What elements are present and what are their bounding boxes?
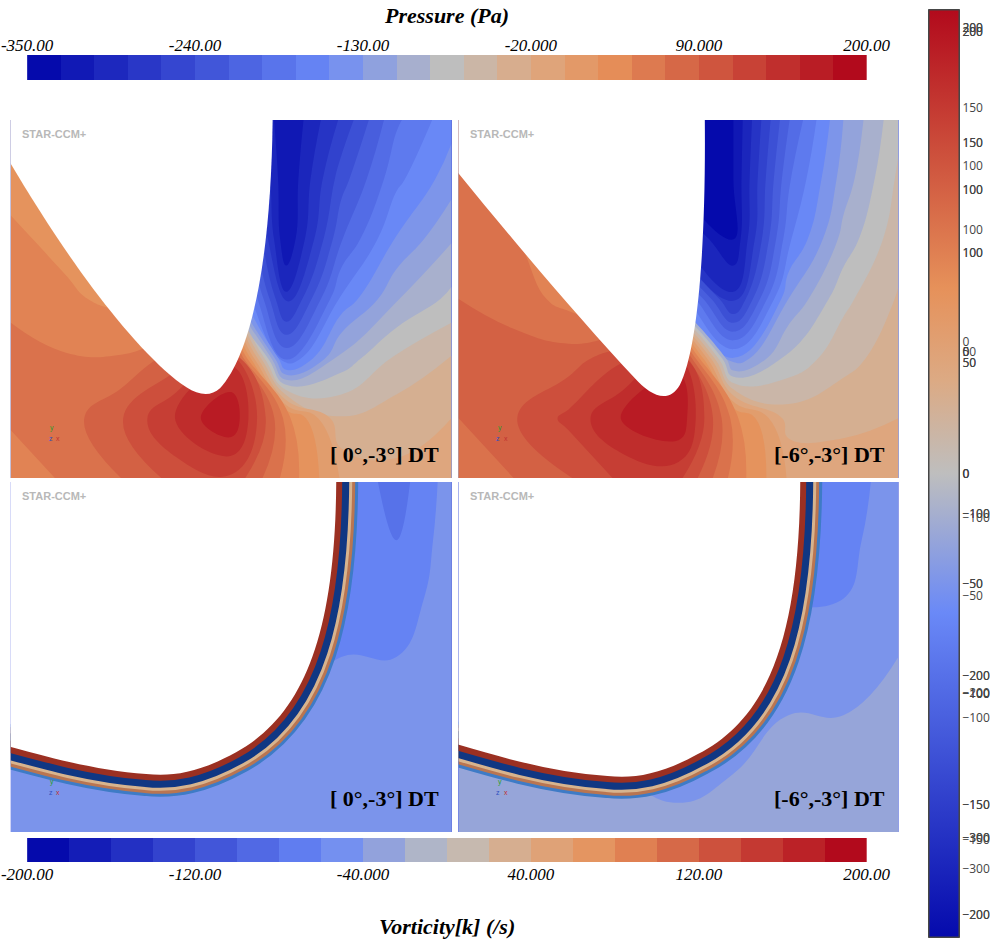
svg-text:0: 0 <box>962 343 969 360</box>
svg-text:-350.00: -350.00 <box>1 36 54 55</box>
svg-text:−100: −100 <box>962 505 990 522</box>
svg-text:100: 100 <box>962 181 983 198</box>
svg-text:−50: −50 <box>962 587 983 604</box>
svg-text:150: 150 <box>962 134 983 151</box>
svg-text:−200: −200 <box>962 906 990 923</box>
svg-text:200.00: 200.00 <box>843 865 890 884</box>
svg-text:y: y <box>498 424 502 432</box>
svg-text:100: 100 <box>962 244 983 261</box>
svg-text:-130.00: -130.00 <box>337 36 390 55</box>
svg-text:-20.000: -20.000 <box>505 36 558 55</box>
svg-text:−100: −100 <box>962 685 990 702</box>
svg-text:100: 100 <box>962 157 983 174</box>
svg-text:200.00: 200.00 <box>843 36 890 55</box>
svg-text:−300: −300 <box>962 829 990 846</box>
svg-text:y: y <box>50 778 54 786</box>
svg-text:−100: −100 <box>962 509 990 526</box>
svg-text:120.00: 120.00 <box>675 865 722 884</box>
svg-text:200: 200 <box>962 19 983 36</box>
svg-text:x: x <box>56 789 60 796</box>
svg-text:-40.000: -40.000 <box>337 865 390 884</box>
svg-text:50: 50 <box>962 354 976 371</box>
svg-text:150: 150 <box>962 99 983 116</box>
svg-text:−50: −50 <box>962 575 983 592</box>
svg-text:−150: −150 <box>962 796 990 813</box>
svg-text:z: z <box>49 435 53 442</box>
svg-text:[-6°,-3°] DT: [-6°,-3°] DT <box>774 442 885 467</box>
svg-text:STAR-CCM+: STAR-CCM+ <box>22 490 86 502</box>
svg-text:[ 0°,-3°] DT: [ 0°,-3°] DT <box>330 786 439 811</box>
svg-text:−150: −150 <box>962 796 990 813</box>
svg-text:−200: −200 <box>962 667 990 684</box>
svg-text:−300: −300 <box>962 829 990 846</box>
svg-text:x: x <box>504 435 508 442</box>
svg-text:0: 0 <box>962 343 969 360</box>
svg-text:200: 200 <box>962 23 983 40</box>
svg-text:Vorticity[k] (/s): Vorticity[k] (/s) <box>379 914 515 939</box>
svg-text:Pressure (Pa): Pressure (Pa) <box>384 3 509 28</box>
svg-text:-120.00: -120.00 <box>169 865 222 884</box>
svg-text:-200.00: -200.00 <box>1 865 54 884</box>
svg-text:−200: −200 <box>962 684 990 701</box>
svg-text:z: z <box>496 789 500 796</box>
svg-text:STAR-CCM+: STAR-CCM+ <box>470 490 534 502</box>
svg-text:−100: −100 <box>962 709 990 726</box>
svg-text:-240.00: -240.00 <box>169 36 222 55</box>
svg-text:−100: −100 <box>962 505 990 522</box>
svg-text:y: y <box>50 424 54 432</box>
svg-text:100: 100 <box>962 221 983 238</box>
svg-text:z: z <box>49 789 53 796</box>
svg-text:−300: −300 <box>962 860 990 877</box>
svg-text:−150: −150 <box>962 831 990 848</box>
svg-text:50: 50 <box>962 354 976 371</box>
svg-text:0: 0 <box>962 333 969 350</box>
svg-text:STAR-CCM+: STAR-CCM+ <box>22 128 86 140</box>
svg-text:−200: −200 <box>962 667 990 684</box>
svg-text:−100: −100 <box>962 685 990 702</box>
svg-text:100: 100 <box>962 181 983 198</box>
svg-text:100: 100 <box>962 244 983 261</box>
svg-text:x: x <box>56 435 60 442</box>
svg-text:−200: −200 <box>962 906 990 923</box>
svg-text:150: 150 <box>962 134 983 151</box>
svg-text:[ 0°,-3°] DT: [ 0°,-3°] DT <box>330 442 439 467</box>
svg-text:−50: −50 <box>962 575 983 592</box>
svg-text:0: 0 <box>962 465 969 482</box>
svg-text:[-6°,-3°] DT: [-6°,-3°] DT <box>774 786 885 811</box>
svg-text:y: y <box>498 778 502 786</box>
svg-text:z: z <box>496 435 500 442</box>
svg-text:50: 50 <box>962 343 976 360</box>
svg-text:200: 200 <box>962 23 983 40</box>
svg-text:0: 0 <box>962 465 969 482</box>
svg-text:0: 0 <box>962 465 969 482</box>
svg-text:90.000: 90.000 <box>675 36 722 55</box>
svg-text:x: x <box>504 789 508 796</box>
svg-text:200: 200 <box>962 19 983 36</box>
svg-text:STAR-CCM+: STAR-CCM+ <box>470 128 534 140</box>
svg-text:40.000: 40.000 <box>507 865 554 884</box>
